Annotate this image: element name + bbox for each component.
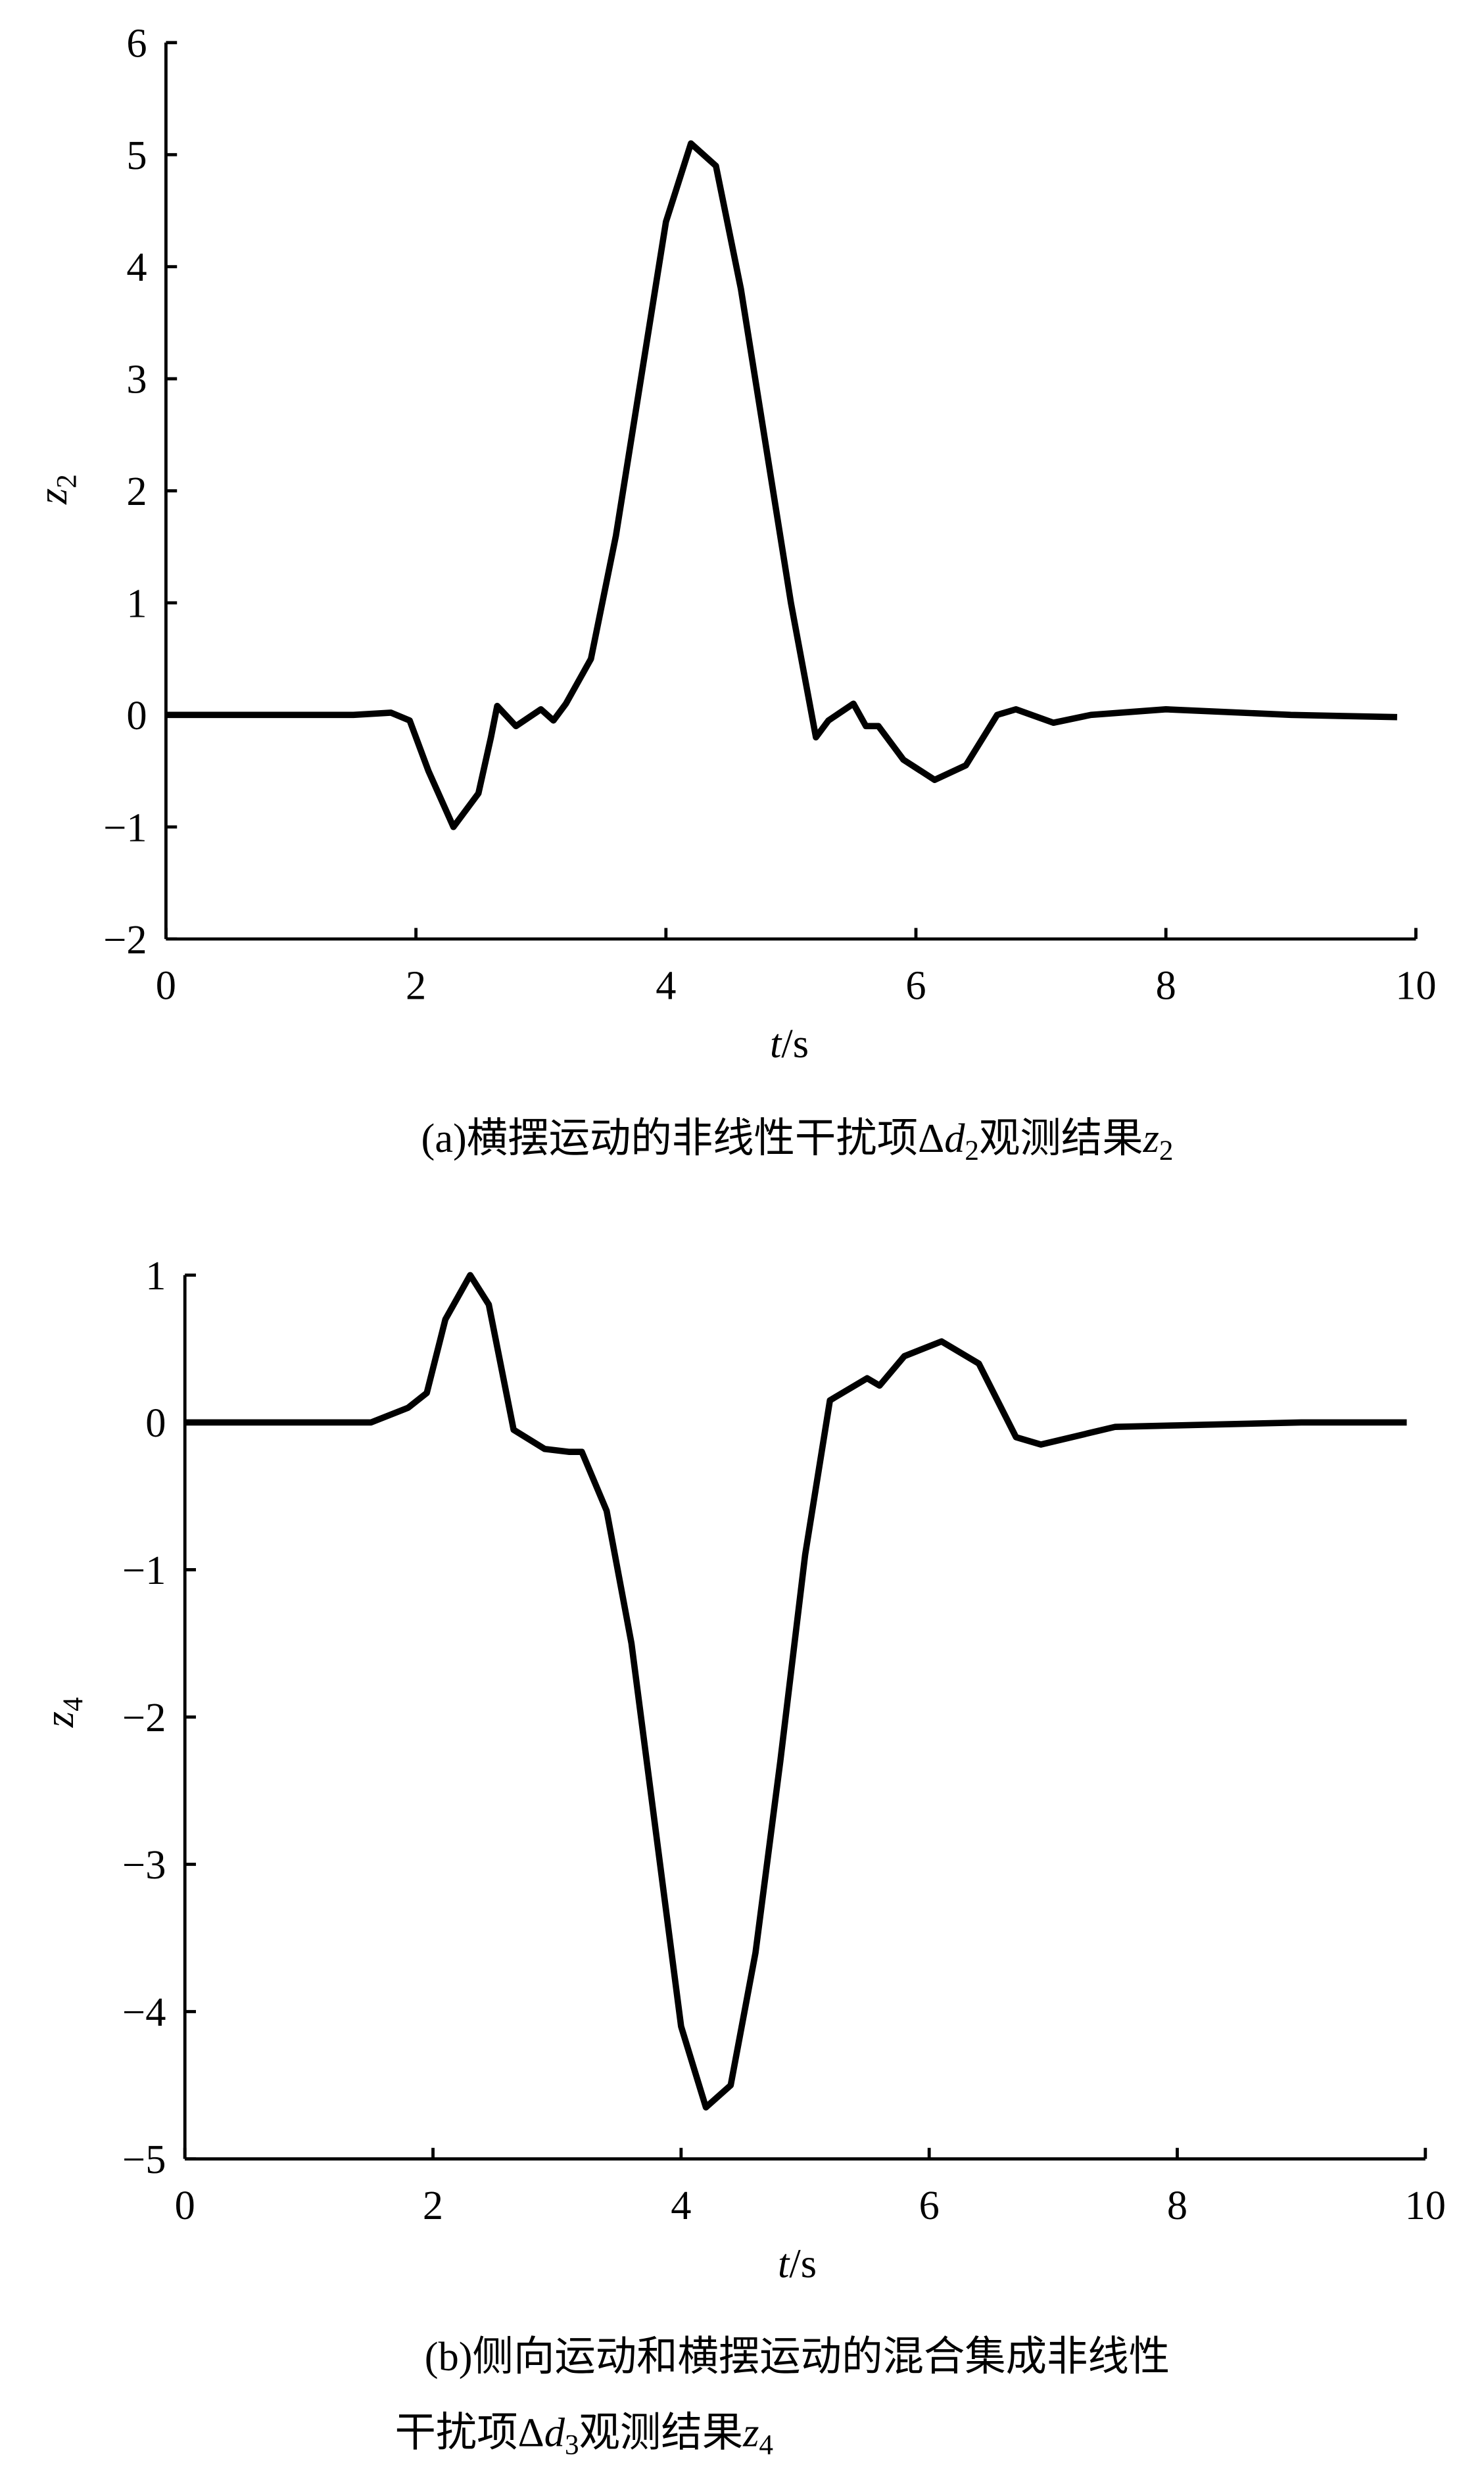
caption-part: (a)横摆运动的非线性干扰项Δ [421, 1116, 945, 1161]
y-tick-label: 0 [126, 693, 147, 738]
y-tick-label: 0 [145, 1400, 166, 1446]
x-tick-label: 10 [1405, 2183, 1446, 2228]
y-tick-label: −2 [103, 917, 147, 963]
caption-part: d [944, 1116, 965, 1161]
x-tick-label: 4 [656, 963, 676, 1008]
caption-part: 4 [759, 2429, 773, 2460]
y-tick-label: 5 [126, 133, 147, 178]
x-label-unit: /s [781, 1021, 809, 1066]
y-tick-label: 3 [126, 357, 147, 402]
y-tick-label: −1 [122, 1548, 166, 1593]
caption-part: 2 [1159, 1135, 1174, 1166]
x-tick-label: 8 [1156, 963, 1176, 1008]
y-tick-label: 1 [145, 1253, 166, 1299]
caption: (b)侧向运动和横摆运动的混合集成非线性 [425, 2334, 1170, 2379]
y-tick-label: −4 [122, 1990, 166, 2035]
y-tick-label: 2 [126, 469, 147, 514]
y-tick-label: 6 [126, 20, 147, 66]
caption-part: 观测结果 [979, 1116, 1143, 1161]
data-line [185, 1272, 1407, 2111]
x-label: t/s [770, 1021, 809, 1066]
y-tick-label: 4 [126, 245, 147, 290]
y-tick-label: −5 [122, 2137, 166, 2182]
x-label-unit: /s [789, 2241, 817, 2287]
x-tick-label: 4 [671, 2183, 691, 2228]
caption-part: 观测结果 [579, 2410, 744, 2455]
caption-part: z [742, 2410, 759, 2455]
x-tick-label: 6 [919, 2183, 940, 2228]
x-tick-label: 10 [1395, 963, 1436, 1008]
caption-part: z [1143, 1116, 1159, 1161]
caption: (a)横摆运动的非线性干扰项Δd2观测结果z2 [421, 1116, 1174, 1166]
x-label: t/s [778, 2241, 817, 2287]
y-tick-label: −2 [122, 1695, 166, 1740]
caption-part: 3 [565, 2429, 579, 2460]
x-label-var: t [778, 2241, 790, 2287]
y-label-var: z [30, 489, 76, 505]
y-tick-label: −1 [103, 805, 147, 850]
caption-part: (b)侧向运动和横摆运动的混合集成非线性 [425, 2334, 1170, 2379]
y-tick-label: 1 [126, 581, 147, 626]
caption-part: 2 [965, 1135, 979, 1166]
y-label: z4 [37, 1697, 89, 1728]
x-tick-label: 0 [175, 2183, 195, 2228]
y-tick-label: −3 [122, 1842, 166, 1888]
caption-part: d [544, 2410, 565, 2455]
data-line [166, 140, 1397, 830]
x-tick-label: 8 [1167, 2183, 1187, 2228]
y-label-sub: 4 [58, 1697, 89, 1711]
y-label: z2 [30, 474, 82, 505]
caption-part: 干扰项Δ [395, 2410, 544, 2455]
x-tick-label: 0 [156, 963, 176, 1008]
x-tick-label: 2 [423, 2183, 443, 2228]
x-tick-label: 6 [905, 963, 926, 1008]
x-tick-label: 2 [406, 963, 426, 1008]
y-label-sub: 2 [52, 474, 83, 489]
y-label-var: z [37, 1711, 82, 1728]
x-label-var: t [770, 1021, 782, 1066]
caption: 干扰项Δd3观测结果z4 [395, 2410, 773, 2460]
